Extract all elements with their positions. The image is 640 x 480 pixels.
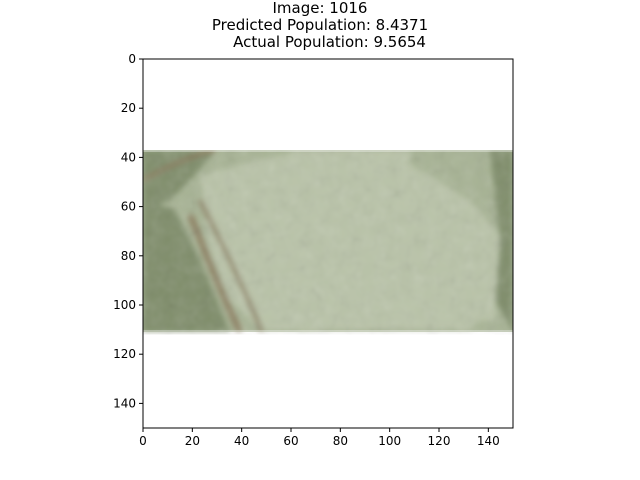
- y-tick-label: 0: [128, 52, 136, 66]
- y-tick-label: 120: [113, 347, 136, 361]
- title-actual-population: Actual Population: 9.5654: [214, 33, 426, 51]
- y-tick-label: 20: [121, 101, 136, 115]
- title-predicted-population: Predicted Population: 8.4371: [211, 16, 429, 34]
- axes-frame: [142, 58, 514, 429]
- x-tick-label: 100: [378, 434, 401, 448]
- x-tick-label: 0: [139, 434, 147, 448]
- y-tick-label: 60: [121, 200, 136, 214]
- title-image-id: Image: 1016: [272, 0, 368, 17]
- y-axis: 0 20 40 60 80 100 120 140: [113, 52, 143, 410]
- x-tick-label: 80: [333, 434, 348, 448]
- x-tick-label: 120: [428, 434, 451, 448]
- x-tick-label: 20: [185, 434, 200, 448]
- x-axis: 0 20 40 60 80 100 120 140: [139, 428, 500, 448]
- x-tick-label: 60: [283, 434, 298, 448]
- y-tick-label: 140: [113, 396, 136, 410]
- y-tick-label: 40: [121, 150, 136, 164]
- figure-title: Image: 1016 Predicted Population: 8.4371…: [0, 0, 640, 51]
- y-tick-label: 100: [113, 298, 136, 312]
- aerial-satellite-image: [143, 150, 513, 334]
- x-tick-label: 140: [477, 434, 500, 448]
- x-tick-label: 40: [234, 434, 249, 448]
- y-tick-label: 80: [121, 249, 136, 263]
